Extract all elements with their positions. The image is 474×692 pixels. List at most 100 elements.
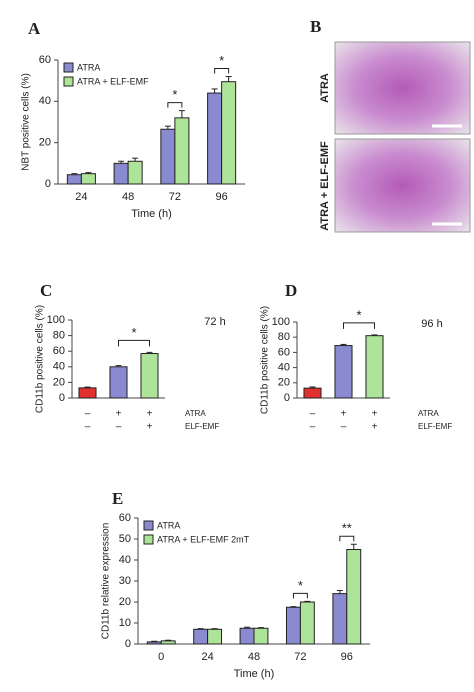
y-axis-title: CD11b positive cells (%) — [260, 306, 271, 414]
condition-label: ELF-EMF — [185, 422, 219, 431]
y-axis-title: CD11b relative expression — [101, 523, 112, 640]
legend-label: ATRA — [77, 62, 100, 72]
bar — [332, 593, 348, 645]
y-tick-label: 20 — [53, 376, 65, 388]
condition-mark: + — [147, 422, 153, 433]
bar — [207, 92, 223, 185]
x-tick-label: 96 — [341, 651, 353, 663]
condition-mark: + — [372, 409, 378, 420]
x-tick-label: 48 — [248, 651, 260, 663]
y-tick-label: 40 — [53, 361, 65, 373]
y-tick-label: 0 — [125, 638, 131, 650]
condition-label: ATRA — [185, 409, 206, 418]
bar — [303, 387, 322, 399]
significance-bracket — [118, 339, 150, 347]
annotation: * — [356, 307, 361, 322]
bar — [78, 387, 97, 399]
condition-mark: – — [85, 409, 91, 420]
y-tick-label: 60 — [119, 512, 131, 524]
bar — [299, 601, 315, 645]
significance-bracket — [339, 535, 355, 542]
x-tick-label: 96 — [216, 191, 228, 203]
micrograph — [334, 41, 471, 135]
y-tick-label: 100 — [47, 314, 65, 326]
panel-letter: C — [40, 281, 52, 300]
significance-bracket — [167, 102, 183, 108]
condition-mark: + — [147, 409, 153, 420]
x-tick-label: 48 — [122, 191, 134, 203]
condition-mark: + — [116, 409, 122, 420]
bar — [113, 162, 129, 185]
y-tick-label: 80 — [53, 330, 65, 342]
y-axis-title: NBT positive cells (%) — [21, 73, 32, 171]
annotation: * — [298, 578, 303, 593]
y-tick-label: 40 — [119, 554, 131, 566]
y-tick-label: 80 — [278, 331, 290, 343]
significance-bracket — [292, 592, 308, 599]
significance-bracket — [343, 322, 375, 329]
condition-mark: – — [310, 422, 316, 433]
condition-mark: + — [372, 422, 378, 433]
bar — [239, 627, 255, 645]
panel-letter: D — [285, 281, 297, 300]
annotation: * — [219, 53, 224, 68]
y-tick-label: 0 — [59, 392, 65, 404]
y-tick-label: 10 — [119, 617, 131, 629]
x-tick-label: 72 — [294, 651, 306, 663]
panel-letter: A — [28, 19, 41, 38]
image-label: ATRA — [319, 73, 331, 103]
bar — [140, 353, 159, 399]
bar — [285, 606, 301, 645]
x-axis-title: Time (h) — [234, 668, 275, 680]
note: 72 h — [204, 316, 225, 328]
y-tick-label: 20 — [39, 137, 51, 149]
significance-bracket — [214, 68, 230, 74]
panel-letter: B — [310, 17, 321, 36]
y-tick-label: 60 — [278, 346, 290, 358]
bar — [207, 628, 223, 645]
image-label: ATRA + ELF-EMF — [319, 141, 331, 231]
bar — [221, 81, 237, 185]
panel-b: B ATRA ATRA + ELF-EMF — [310, 17, 471, 233]
condition-mark: – — [116, 422, 122, 433]
bar — [146, 641, 162, 645]
condition-label: ATRA — [418, 409, 439, 418]
micrograph — [334, 138, 471, 233]
bar — [334, 345, 353, 399]
bar — [109, 366, 128, 399]
note: 96 h — [421, 318, 442, 330]
x-tick-label: 24 — [75, 191, 87, 203]
legend-label: ATRA + ELF-EMF — [77, 76, 149, 86]
x-tick-label: 72 — [169, 191, 181, 203]
y-tick-label: 40 — [39, 95, 51, 107]
bar — [80, 173, 96, 185]
bar — [346, 549, 362, 645]
annotation: * — [131, 325, 136, 340]
condition-mark: – — [341, 422, 347, 433]
condition-label: ELF-EMF — [418, 422, 452, 431]
bar — [193, 628, 209, 645]
bar — [253, 627, 269, 645]
bar — [160, 640, 176, 645]
x-tick-label: 0 — [158, 651, 164, 663]
bar — [365, 335, 384, 399]
condition-mark: – — [85, 422, 91, 433]
y-tick-label: 20 — [278, 377, 290, 389]
y-tick-label: 0 — [284, 392, 290, 404]
panel-letter: E — [112, 489, 123, 508]
x-tick-label: 24 — [201, 651, 213, 663]
y-tick-label: 20 — [119, 596, 131, 608]
legend-swatch — [63, 76, 74, 87]
annotation: ** — [342, 521, 352, 536]
y-tick-label: 60 — [39, 54, 51, 66]
y-tick-label: 30 — [119, 575, 131, 587]
legend-label: ATRA + ELF-EMF 2mT — [157, 534, 250, 544]
condition-mark: + — [341, 409, 347, 420]
bar — [127, 160, 143, 185]
y-tick-label: 100 — [272, 316, 290, 328]
legend-swatch — [63, 62, 74, 73]
bar — [174, 117, 190, 185]
legend-swatch — [143, 534, 154, 545]
legend-label: ATRA — [157, 520, 180, 530]
